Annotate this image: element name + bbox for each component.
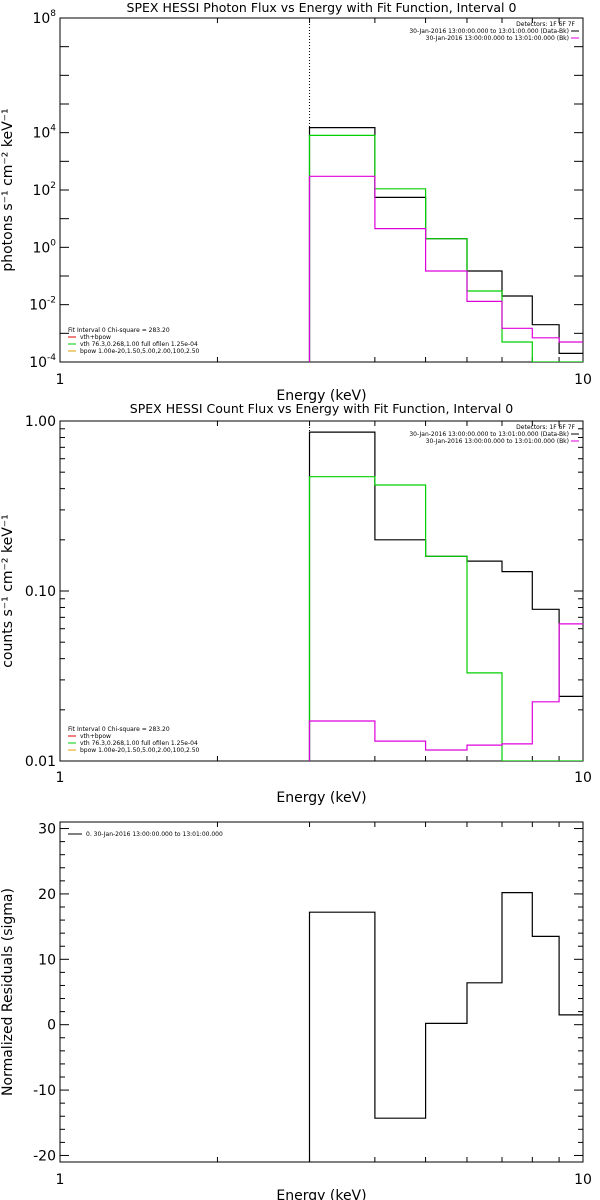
y-tick-label: 30 xyxy=(38,822,56,838)
chart-panel-3: 1 10 Energy (keV) -20 -10 0 10 20 30 Normalized R… xyxy=(0,821,592,1200)
plot-area xyxy=(308,421,583,761)
fit-legend-header: Fit Interval 0 Chi-square = 283.20 xyxy=(68,327,170,334)
chart-panel-1: SPEX HESSI Photon Flux vs Energy with Fi… xyxy=(0,0,592,404)
fit-legend-entry: bpow 1.00e-20,1.50,5.00,2.00,100,2.50 xyxy=(80,348,200,355)
plot-area xyxy=(308,892,583,1162)
fit-legend-entry: bpow 1.00e-20,1.50,5.00,2.00,100,2.50 xyxy=(80,747,200,754)
x-axis-label: Energy (keV) xyxy=(276,1188,366,1200)
detectors-label: Detectors: 1F 6F 7F xyxy=(516,424,575,431)
y-axis-label: Normalized Residuals (sigma) xyxy=(0,888,16,1096)
y-tick-label: 100 xyxy=(32,238,56,256)
legend-entry: 0. 30-Jan-2016 13:00:00.000 to 13:01:00.… xyxy=(86,831,223,838)
plot-area xyxy=(308,18,583,362)
series-bpow-step-line xyxy=(308,623,583,761)
legend-entry: 30-Jan-2016 13:00:00.000 to 13:01:00.000… xyxy=(409,431,569,438)
plot-frame xyxy=(59,420,584,762)
y-axis-label: counts s⁻¹ cm⁻² keV⁻¹ xyxy=(0,514,16,668)
x-tick-label: 10 xyxy=(574,770,592,786)
fit-legend-entry: vth+bpow xyxy=(80,334,111,341)
series-residuals-step-line xyxy=(308,892,583,1162)
x-axis-label: Energy (keV) xyxy=(276,790,366,806)
plot-frame xyxy=(59,17,584,363)
x-tick-label: 1 xyxy=(56,1172,65,1188)
y-tick-label: 10 xyxy=(38,952,56,968)
y-tick-label: 10-4 xyxy=(29,353,56,371)
y-tick-label: -10 xyxy=(33,1083,56,1099)
y-tick-label: -20 xyxy=(33,1148,56,1164)
y-tick-label: 1.00 xyxy=(25,414,56,430)
series-vth-step-line xyxy=(308,476,583,761)
y-tick-label: 0 xyxy=(47,1018,56,1034)
series-total-step-line xyxy=(308,431,583,761)
fit-legend-entry: vth 76.3,0.268,1.00 full ofilen 1.25e-04 xyxy=(80,740,198,747)
legend-entry: 30-Jan-2016 13:00:00.000 to 13:01:00.000… xyxy=(426,438,569,445)
y-axis-label: photons s⁻¹ cm⁻² keV⁻¹ xyxy=(0,108,16,271)
x-tick-label: 10 xyxy=(574,1172,592,1188)
y-tick-label: 0.10 xyxy=(25,584,56,600)
plot-frame xyxy=(59,821,584,1163)
series-bpow-step-line xyxy=(308,175,583,362)
legend-entry: 30-Jan-2016 13:00:00.000 to 13:01:00.000… xyxy=(426,35,569,42)
y-tick-label: 104 xyxy=(32,124,56,142)
y-tick-label: 108 xyxy=(32,9,56,27)
x-tick-label: 1 xyxy=(56,372,65,388)
chart-title: SPEX HESSI Count Flux vs Energy with Fit… xyxy=(130,401,513,416)
series-total-step-line xyxy=(308,127,583,362)
chart-title: SPEX HESSI Photon Flux vs Energy with Fi… xyxy=(127,0,517,15)
series-vth-step-line xyxy=(308,134,583,362)
y-tick-label: 20 xyxy=(38,887,56,903)
y-tick-label: 0.01 xyxy=(25,754,56,770)
y-tick-label: 10-2 xyxy=(29,296,56,314)
y-tick-label: 102 xyxy=(32,181,56,199)
legend-entry: 30-Jan-2016 13:00:00.000 to 13:01:00.000… xyxy=(409,28,569,35)
x-tick-label: 10 xyxy=(574,372,592,388)
x-axis-label: Energy (keV) xyxy=(276,388,366,404)
fit-legend-entry: vth 76.3,0.268,1.00 full ofilen 1.25e-04 xyxy=(80,341,198,348)
detectors-label: Detectors: 1F 6F 7F xyxy=(516,21,575,28)
x-tick-label: 1 xyxy=(56,770,65,786)
fit-legend-header: Fit Interval 0 Chi-square = 283.20 xyxy=(68,726,170,733)
chart-panel-2: SPEX HESSI Count Flux vs Energy with Fit… xyxy=(0,401,592,806)
fit-legend-entry: vth+bpow xyxy=(80,733,111,740)
